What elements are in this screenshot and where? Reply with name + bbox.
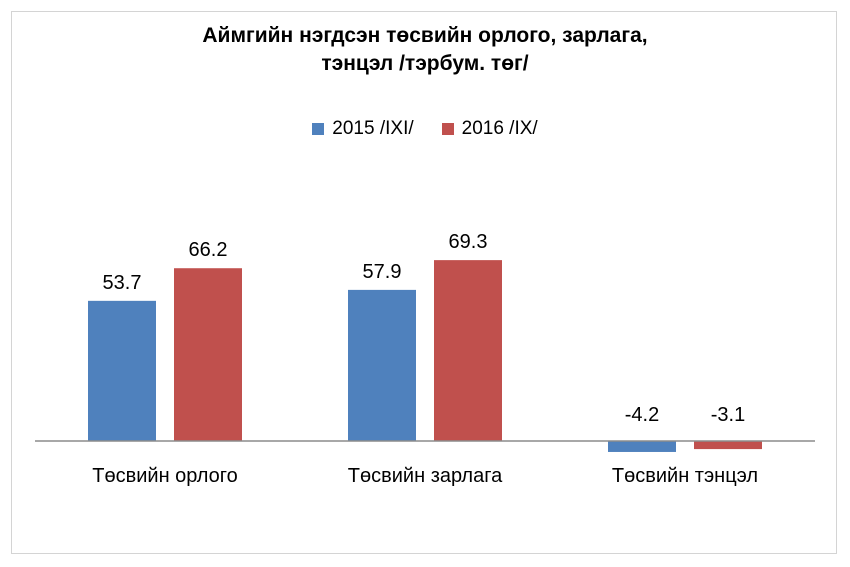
bar-2016-2: [434, 260, 502, 441]
legend-item-2015: 2015 /IXI/: [312, 118, 414, 140]
data-label-2016-3: -3.1: [711, 404, 745, 426]
chart-title-line-1: Аймгийн нэгдсэн төсвийн орлого, зарлага,: [202, 24, 648, 47]
chart-frame: [11, 11, 837, 554]
data-label-2016-1: 66.2: [189, 239, 228, 261]
data-label-2015-3: -4.2: [625, 404, 659, 426]
chart-legend: 2015 /IXI/ 2016 /IX/: [0, 118, 850, 140]
legend-swatch-2015: [312, 123, 325, 135]
category-label-1: Төсвийн орлого: [92, 465, 237, 487]
chart-title: Аймгийн нэгдсэн төсвийн орлого, зарлага,…: [0, 22, 850, 78]
bar-2015-1: [88, 300, 156, 441]
bar-2016-3: [694, 441, 762, 450]
category-label-2: Төсвийн зарлага: [348, 465, 503, 487]
legend-label-2016: 2016 /IX/: [461, 118, 538, 139]
bar-2015-2: [348, 289, 416, 441]
chart-title-line-2: тэнцэл /тэрбум. төг/: [321, 52, 529, 75]
legend-item-2016: 2016 /IX/: [441, 118, 538, 140]
legend-swatch-2016: [441, 123, 454, 135]
data-label-2016-2: 69.3: [449, 231, 488, 253]
data-label-2015-1: 53.7: [103, 272, 142, 294]
data-label-2015-2: 57.9: [363, 261, 402, 283]
bar-2016-1: [174, 268, 242, 441]
bar-2015-3: [608, 441, 676, 452]
legend-label-2015: 2015 /IXI/: [332, 118, 414, 139]
category-label-3: Төсвийн тэнцэл: [612, 465, 758, 487]
